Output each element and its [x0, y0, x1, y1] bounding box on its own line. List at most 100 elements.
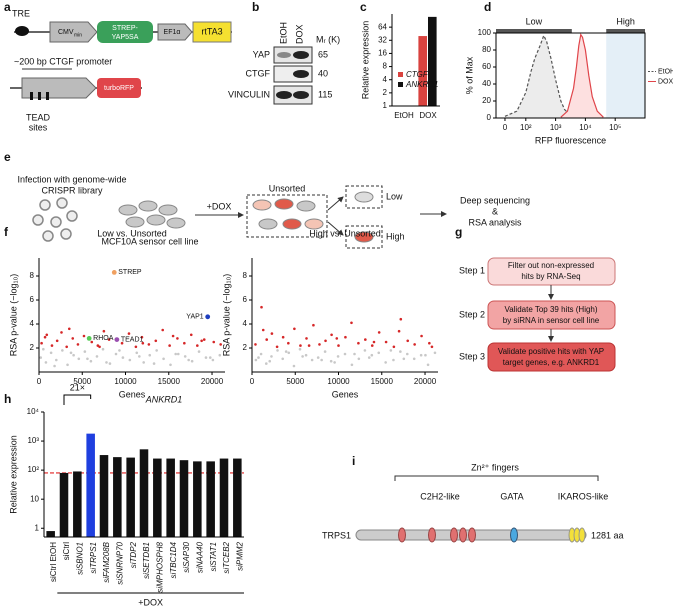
x-tick-label: 10²	[520, 123, 532, 132]
point	[55, 339, 59, 343]
point	[384, 340, 388, 344]
point	[161, 328, 165, 332]
point	[138, 355, 141, 358]
point	[281, 335, 285, 339]
label: RSA analysis	[468, 217, 522, 227]
point	[148, 353, 152, 357]
point	[275, 345, 279, 349]
x-tick-label: siTCEB2	[222, 541, 231, 573]
label: GATA	[500, 491, 523, 501]
step-label: Step 1	[459, 265, 485, 275]
point	[42, 347, 45, 351]
point	[260, 305, 263, 309]
x-tick-label: siSTAT1	[209, 542, 218, 571]
point	[40, 341, 43, 345]
x-tick-label: 0	[503, 123, 508, 132]
point	[268, 359, 272, 363]
point	[389, 349, 393, 352]
highlight-point	[86, 336, 92, 341]
x-tick-label: siPMM2	[235, 541, 244, 570]
lane-label: EtOH	[278, 22, 288, 44]
point	[90, 340, 94, 344]
y-tick-label: 8	[30, 271, 35, 280]
point	[183, 355, 187, 358]
bar	[206, 461, 215, 537]
label: ~200 bp CTGF promoter	[14, 56, 112, 66]
point	[392, 345, 396, 349]
y-tick-label: 8	[383, 62, 388, 71]
point	[69, 351, 73, 355]
panel-label: g	[455, 225, 462, 239]
y-tick-label: 1	[383, 101, 388, 110]
x-tick-label: siCtrl	[62, 542, 71, 560]
point	[264, 362, 268, 365]
x-tick-label: 20000	[201, 377, 224, 386]
point	[189, 333, 193, 337]
point	[405, 352, 409, 356]
point	[399, 350, 402, 353]
point	[102, 329, 106, 333]
point	[337, 344, 340, 347]
panel-label: a	[4, 0, 11, 14]
y-tick-label: 10⁴	[27, 407, 40, 416]
point	[202, 338, 206, 341]
point	[77, 357, 81, 361]
y-tick-label: 4	[30, 319, 35, 328]
label: EF1α	[164, 29, 181, 36]
point	[60, 331, 63, 334]
point	[353, 352, 356, 356]
point	[89, 359, 93, 363]
point	[287, 341, 290, 345]
x-tick-label: 15000	[158, 377, 181, 386]
x-tick-label: siSAP30	[182, 541, 191, 572]
point	[134, 345, 138, 349]
y-tick-label: 2	[383, 88, 388, 97]
point	[208, 356, 212, 359]
step-text: Validate positive hits with YAP	[498, 347, 604, 356]
x-axis-label: RFP fluorescence	[535, 135, 606, 145]
label: CMV	[58, 29, 74, 36]
bar	[233, 458, 242, 537]
step-text: by siRNA in sensor cell line	[503, 316, 600, 325]
point	[141, 341, 145, 345]
point	[316, 356, 320, 359]
y-tick-label: 32	[378, 35, 387, 44]
point	[101, 347, 105, 351]
gate-label: High	[616, 16, 635, 26]
bar	[179, 460, 189, 537]
x-tick-label: 15000	[371, 377, 394, 386]
point	[293, 327, 296, 331]
point	[370, 353, 374, 357]
western-blot: EtOH DOX Mᵣ (K) YAP CTGF VINCULIN 65 40 …	[228, 22, 340, 105]
bar	[46, 531, 55, 537]
point	[118, 349, 121, 352]
point	[259, 352, 263, 356]
point	[83, 350, 87, 353]
point	[430, 345, 434, 349]
point	[406, 339, 410, 343]
line	[560, 33, 604, 118]
label: MCF10A sensor cell line	[101, 236, 198, 246]
bar	[73, 471, 82, 537]
mw-label: 115	[318, 89, 332, 99]
point	[281, 357, 285, 361]
y-tick-label: 64	[378, 22, 387, 31]
point	[433, 351, 437, 355]
point	[412, 357, 416, 361]
y-tick-label: 10	[30, 494, 39, 503]
point	[142, 361, 145, 364]
bar	[99, 455, 109, 537]
gate-bar	[496, 29, 572, 33]
point	[428, 341, 431, 345]
point	[265, 338, 269, 341]
point	[292, 364, 296, 368]
x-tick-label: siSNRNP70	[115, 541, 124, 584]
x-tick-label: 10000	[327, 377, 350, 386]
highlight-label: TEAD1	[121, 336, 144, 343]
point	[171, 334, 175, 338]
gate-bar	[606, 29, 645, 33]
label: C2H2-like	[420, 491, 460, 501]
label: Zn²⁺ fingers	[471, 462, 519, 472]
construct-diagram: TRE CMV min STREP- YAP5SA EF1α rtTA3 ~20…	[10, 8, 232, 132]
